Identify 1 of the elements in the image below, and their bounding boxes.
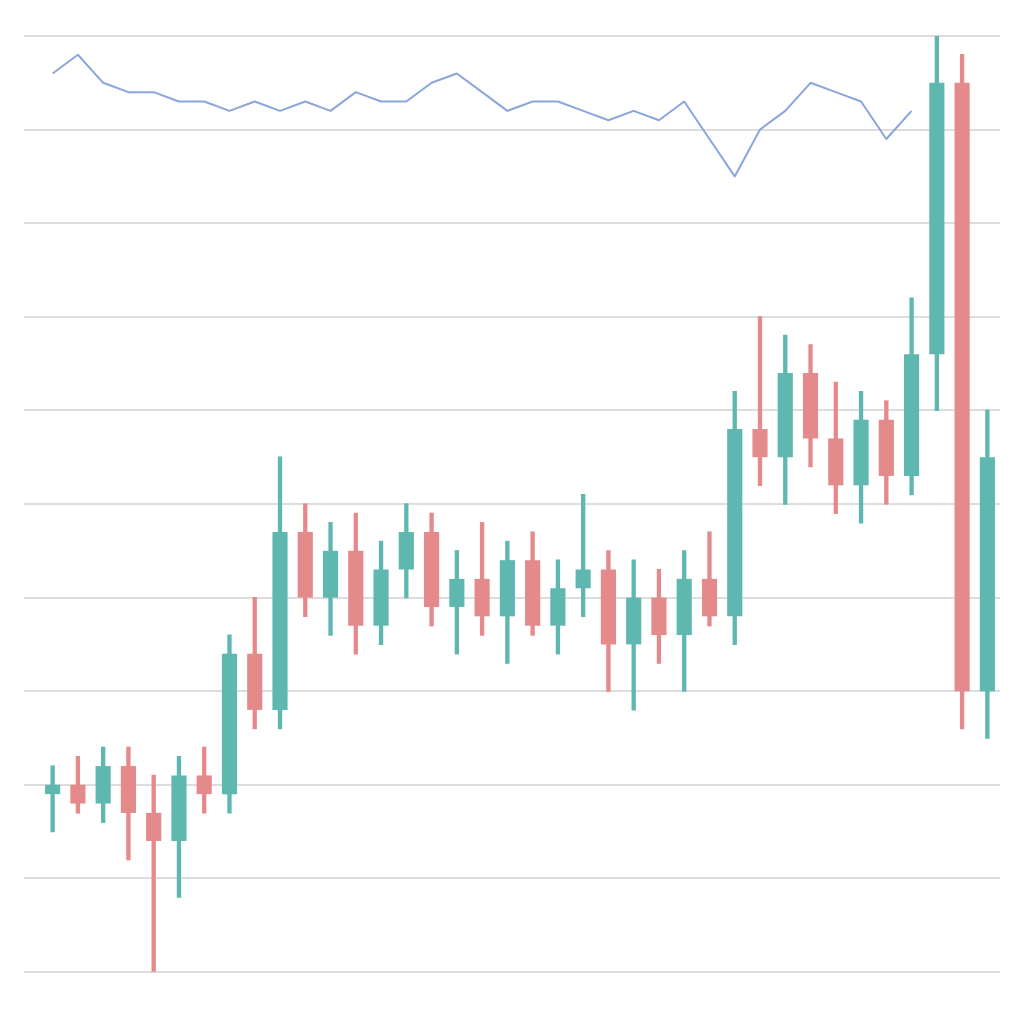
candlestick [45,765,61,833]
